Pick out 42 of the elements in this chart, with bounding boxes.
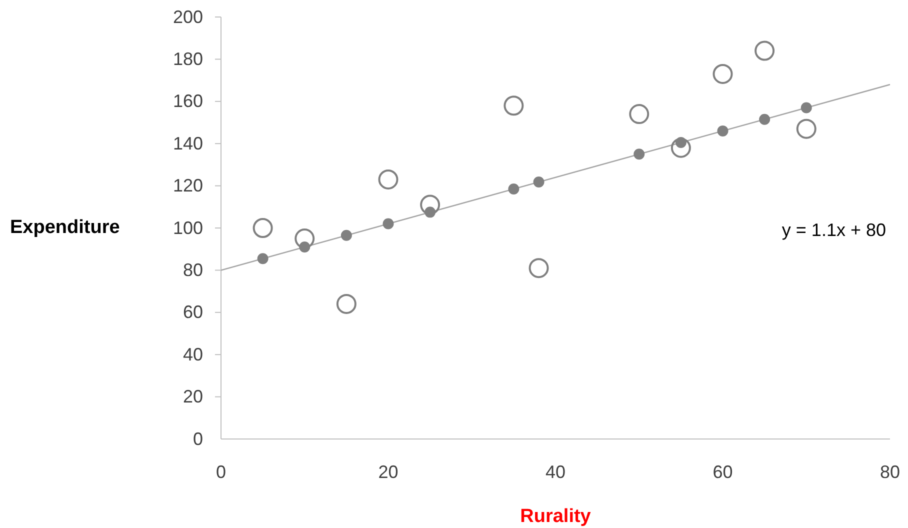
- point: [754, 40, 775, 61]
- point: [294, 228, 315, 249]
- point: [629, 104, 650, 124]
- y-tick-label: 80: [182, 260, 203, 280]
- y-tick-label: 40: [182, 344, 203, 364]
- point: [424, 206, 436, 218]
- y-tick-label: 140: [172, 133, 203, 154]
- y-axis-title: Expenditure: [10, 217, 120, 238]
- y-tick-label: 180: [172, 48, 203, 69]
- point: [252, 218, 273, 238]
- point: [533, 176, 544, 188]
- point: [717, 125, 728, 136]
- annotation: y = 1.1x + 80: [782, 220, 886, 240]
- point: [336, 294, 356, 314]
- x-tick-label: 40: [545, 462, 566, 482]
- y-tick-label: 20: [182, 386, 203, 407]
- point: [257, 253, 268, 264]
- y-tick-label: 120: [172, 176, 203, 196]
- point: [670, 138, 691, 158]
- point: [800, 102, 812, 114]
- x-axis-title: Rurality: [520, 506, 592, 527]
- y-tick-label: 160: [172, 91, 203, 112]
- x-tick-label: 80: [880, 462, 900, 482]
- y-tick-label: 100: [172, 218, 203, 238]
- x-tick-label: 60: [712, 462, 733, 482]
- point: [712, 64, 733, 84]
- point: [382, 218, 394, 230]
- point: [340, 230, 352, 241]
- y-tick-label: 60: [182, 302, 203, 322]
- y-tick-label: 200: [172, 6, 203, 27]
- point: [796, 118, 816, 139]
- point: [504, 96, 524, 116]
- y-tick-label: 0: [192, 428, 203, 449]
- point: [528, 258, 549, 278]
- point: [634, 148, 645, 160]
- point: [420, 194, 440, 215]
- point: [378, 169, 398, 190]
- point: [508, 183, 520, 194]
- x-tick-label: 0: [216, 462, 226, 482]
- point: [299, 241, 310, 252]
- point: [759, 114, 770, 125]
- x-tick-label: 20: [378, 462, 398, 482]
